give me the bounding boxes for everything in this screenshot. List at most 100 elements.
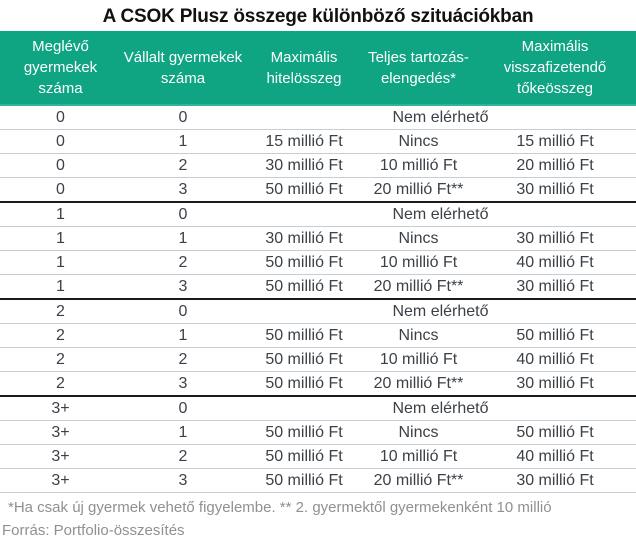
cell-undertaken: 2 (178, 253, 188, 271)
cell-existing: 2 (56, 302, 65, 320)
cell-max-loan: 50 millió Ft (265, 374, 343, 392)
cell-undertaken: 0 (178, 399, 188, 417)
table-row: 2 2 50 millió Ft 10 millió Ft 40 millió … (0, 347, 636, 372)
cell-undertaken: 3 (178, 471, 188, 489)
cell-forgiveness: 20 millió Ft** (373, 277, 464, 295)
header-max-loan: Maximális hitelösszeg (245, 31, 363, 106)
table-row: 1 3 50 millió Ft 20 millió Ft** 30 milli… (0, 274, 636, 300)
cell-existing: 0 (56, 180, 65, 198)
cell-forgiveness: 20 millió Ft** (373, 374, 464, 392)
cell-existing: 2 (56, 374, 65, 392)
cell-existing: 1 (56, 205, 65, 223)
cell-repayable: 40 millió Ft (516, 253, 594, 271)
cell-existing: 2 (56, 326, 65, 344)
cell-repayable: 30 millió Ft (516, 374, 594, 392)
table-header-row: Meglévő gyermekek száma Vállalt gyermeke… (0, 31, 636, 106)
page-title: A CSOK Plusz összege különböző szituáció… (102, 6, 534, 27)
cell-max-loan: 30 millió Ft (265, 156, 343, 174)
cell-undertaken: 1 (178, 423, 188, 441)
cell-not-available: Nem elérhető (392, 399, 489, 417)
cell-max-loan: 50 millió Ft (265, 277, 343, 295)
table-row: 2 1 50 millió Ft Nincs 50 millió Ft (0, 323, 636, 348)
cell-repayable: 15 millió Ft (516, 132, 594, 150)
cell-max-loan: 50 millió Ft (265, 447, 343, 465)
cell-max-loan: 50 millió Ft (265, 423, 343, 441)
cell-max-loan: 50 millió Ft (265, 180, 343, 198)
cell-undertaken: 2 (178, 447, 188, 465)
cell-undertaken: 2 (178, 350, 188, 368)
cell-existing: 3+ (51, 399, 70, 417)
table-row: 1 1 30 millió Ft Nincs 30 millió Ft (0, 226, 636, 251)
cell-existing: 3+ (51, 423, 70, 441)
table-header: Meglévő gyermekek száma Vállalt gyermeke… (0, 31, 636, 106)
cell-forgiveness: 10 millió Ft (379, 447, 458, 465)
cell-existing: 0 (56, 132, 65, 150)
header-existing-children: Meglévő gyermekek száma (0, 31, 121, 106)
cell-max-loan: 50 millió Ft (265, 326, 343, 344)
cell-repayable: 40 millió Ft (516, 350, 594, 368)
table-row: 3+ 3 50 millió Ft 20 millió Ft** 30 mill… (0, 468, 636, 493)
cell-undertaken: 0 (178, 108, 188, 126)
cell-undertaken: 3 (178, 277, 188, 295)
cell-undertaken: 1 (178, 132, 188, 150)
cell-max-loan: 15 millió Ft (265, 132, 343, 150)
cell-undertaken: 3 (178, 374, 188, 392)
cell-forgiveness: Nincs (398, 423, 439, 441)
cell-repayable: 40 millió Ft (516, 447, 594, 465)
cell-repayable: 50 millió Ft (516, 326, 594, 344)
cell-undertaken: 0 (178, 302, 188, 320)
cell-undertaken: 1 (178, 229, 188, 247)
cell-undertaken: 3 (178, 180, 188, 198)
header-debt-forgiveness: Teljes tartozás-elengedés* (363, 31, 474, 106)
cell-repayable: 50 millió Ft (516, 423, 594, 441)
cell-max-loan: 50 millió Ft (265, 471, 343, 489)
cell-repayable: 20 millió Ft (516, 156, 594, 174)
cell-existing: 3+ (51, 447, 70, 465)
cell-existing: 3+ (51, 471, 70, 489)
table-row: 0 1 15 millió Ft Nincs 15 millió Ft (0, 129, 636, 154)
cell-existing: 1 (56, 229, 65, 247)
cell-not-available: Nem elérhető (392, 205, 489, 223)
table-row: 1 2 50 millió Ft 10 millió Ft 40 millió … (0, 250, 636, 275)
cell-existing: 2 (56, 350, 65, 368)
header-undertaken-children: Vállalt gyermekek száma (121, 31, 245, 106)
cell-repayable: 30 millió Ft (516, 229, 594, 247)
cell-forgiveness: 20 millió Ft** (373, 471, 464, 489)
table-row: 3+ 1 50 millió Ft Nincs 50 millió Ft (0, 420, 636, 445)
cell-forgiveness: Nincs (398, 326, 439, 344)
cell-max-loan: 30 millió Ft (265, 229, 343, 247)
cell-max-loan: 50 millió Ft (265, 350, 343, 368)
cell-max-loan: 50 millió Ft (265, 253, 343, 271)
footnote: *Ha csak új gyermek vehető figyelembe. *… (8, 499, 552, 516)
cell-existing: 0 (56, 108, 65, 126)
cell-undertaken: 1 (178, 326, 188, 344)
cell-repayable: 30 millió Ft (516, 277, 594, 295)
cell-existing: 1 (56, 253, 65, 271)
cell-forgiveness: 10 millió Ft (379, 350, 458, 368)
cell-existing: 1 (56, 277, 65, 295)
cell-repayable: 30 millió Ft (516, 471, 594, 489)
table-row: 0 0 Nem elérhető (0, 105, 636, 130)
table-row: 0 3 50 millió Ft 20 millió Ft** 30 milli… (0, 177, 636, 203)
cell-existing: 0 (56, 156, 65, 174)
table-row: 1 0 Nem elérhető (0, 202, 636, 227)
cell-forgiveness: 20 millió Ft** (373, 180, 464, 198)
cell-forgiveness: Nincs (398, 229, 439, 247)
cell-forgiveness: 10 millió Ft (379, 253, 458, 271)
table-row: 3+ 2 50 millió Ft 10 millió Ft 40 millió… (0, 444, 636, 469)
header-max-repayable: Maximális visszafizetendő tőkeösszeg (474, 31, 636, 106)
csok-plusz-table: Meglévő gyermekek száma Vállalt gyermeke… (0, 31, 636, 493)
table-body: 0 0 Nem elérhető 0 1 15 millió Ft Nincs … (0, 105, 636, 493)
cell-undertaken: 0 (178, 205, 188, 223)
cell-repayable: 30 millió Ft (516, 180, 594, 198)
table-row: 2 0 Nem elérhető (0, 299, 636, 324)
table-row: 2 3 50 millió Ft 20 millió Ft** 30 milli… (0, 371, 636, 397)
table-row: 0 2 30 millió Ft 10 millió Ft 20 millió … (0, 153, 636, 178)
cell-forgiveness: Nincs (398, 132, 439, 150)
cell-forgiveness: 10 millió Ft (379, 156, 458, 174)
cell-not-available: Nem elérhető (392, 302, 489, 320)
cell-undertaken: 2 (178, 156, 188, 174)
source-line: Forrás: Portfolio-összesítés (2, 522, 185, 539)
table-row: 3+ 0 Nem elérhető (0, 396, 636, 421)
cell-not-available: Nem elérhető (392, 108, 489, 126)
